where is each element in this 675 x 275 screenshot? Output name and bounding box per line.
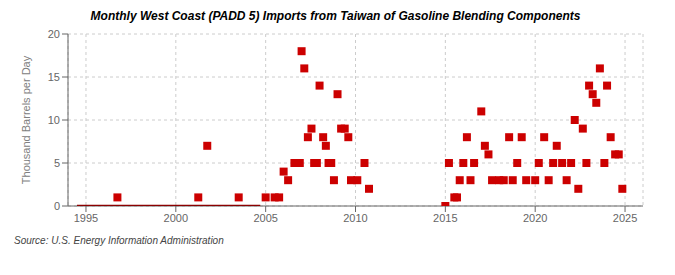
svg-text:2020: 2020 xyxy=(523,212,547,224)
svg-text:0: 0 xyxy=(54,200,60,212)
svg-text:10: 10 xyxy=(48,114,60,126)
svg-text:5: 5 xyxy=(54,157,60,169)
svg-text:2000: 2000 xyxy=(164,212,188,224)
svg-text:2025: 2025 xyxy=(613,212,637,224)
svg-text:Thousand Barrels per Day: Thousand Barrels per Day xyxy=(20,55,32,184)
svg-text:15: 15 xyxy=(48,71,60,83)
svg-text:2010: 2010 xyxy=(343,212,367,224)
svg-text:2005: 2005 xyxy=(253,212,277,224)
svg-text:2015: 2015 xyxy=(433,212,457,224)
html-text:Monthly West Coast (PADD 5) Im: Monthly West Coast (PADD 5) Imports from… xyxy=(90,9,581,23)
html-text:Source: U.S. Energy Informatio: Source: U.S. Energy Information Administ… xyxy=(14,235,224,246)
svg-text:1995: 1995 xyxy=(74,212,98,224)
svg-text:20: 20 xyxy=(48,28,60,40)
